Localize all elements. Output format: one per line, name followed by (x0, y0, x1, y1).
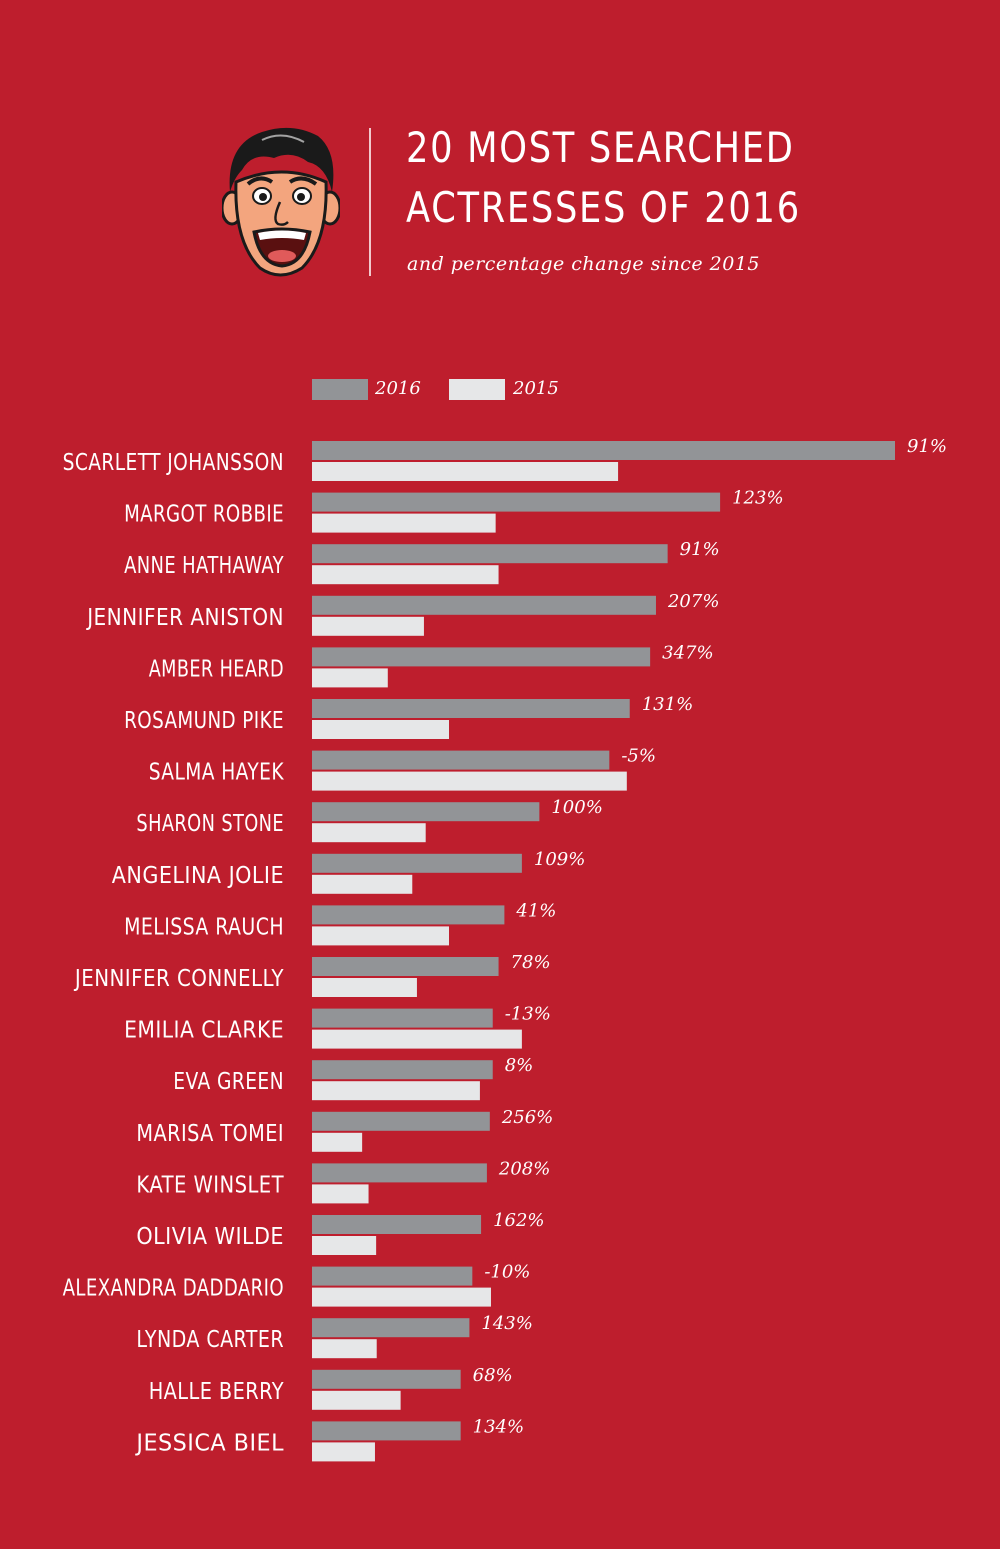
change-label: 91% (907, 436, 947, 457)
bar-2015 (312, 1390, 401, 1410)
bar-2015 (312, 823, 426, 843)
change-label: 68% (473, 1365, 513, 1386)
bar-2015 (312, 1236, 377, 1255)
category-label: ALEXANDRA DADDARIO (63, 1276, 284, 1302)
bar-2015 (312, 771, 627, 791)
bar-2015 (312, 926, 450, 946)
bar-2016 (312, 647, 651, 667)
bar-2016 (312, 492, 721, 512)
change-label: 109% (534, 849, 585, 870)
bar-2016 (312, 441, 895, 460)
category-label: EVA GREEN (173, 1069, 284, 1095)
change-label: 347% (662, 642, 713, 663)
bar-2016 (312, 1111, 490, 1131)
category-label: SALMA HAYEK (149, 760, 285, 786)
bar-2015 (312, 462, 619, 481)
bar-2016 (312, 802, 540, 822)
chart-subtitle: and percentage change since 2015 (407, 253, 761, 275)
change-label: 41% (515, 900, 556, 921)
legend-label-2016: 2016 (375, 378, 421, 399)
category-label: EMILIA CLARKE (124, 1018, 284, 1044)
title-line-1: 20 MOST SEARCHED (406, 123, 795, 172)
bar-2016 (312, 1215, 482, 1234)
change-label: 91% (680, 539, 720, 560)
bar-2016 (312, 1421, 461, 1441)
bar-2016 (312, 1266, 473, 1286)
change-label: 256% (501, 1107, 553, 1128)
category-label: AMBER HEARD (149, 656, 284, 682)
header-divider (369, 128, 371, 276)
bar-2015 (312, 1029, 522, 1049)
category-label: SCARLETT JOHANSSON (63, 450, 284, 476)
bar-2015 (312, 513, 496, 533)
change-label: 78% (511, 952, 551, 973)
category-label: ROSAMUND PIKE (124, 708, 284, 734)
change-label: 208% (498, 1158, 550, 1179)
change-label: -13% (505, 1004, 551, 1025)
bar-2016 (312, 1060, 493, 1080)
category-label: KATE WINSLET (136, 1172, 284, 1198)
bar-2015 (312, 1339, 377, 1359)
change-label: -5% (621, 746, 656, 767)
bar-2016 (312, 1369, 461, 1389)
bar-2016 (312, 595, 656, 615)
bar-2015 (312, 1081, 480, 1101)
category-label: SHARON STONE (136, 811, 284, 837)
category-label: MELISSA RAUCH (124, 914, 284, 940)
category-label: OLIVIA WILDE (136, 1224, 284, 1250)
chart-title: 20 MOST SEARCHED ACTRESSES OF 2016 (406, 118, 876, 238)
category-label: HALLE BERRY (149, 1379, 285, 1405)
bar-2015 (312, 978, 417, 997)
grinning-man-logo (222, 127, 340, 277)
change-label: 100% (551, 797, 602, 818)
legend-swatch-2015 (449, 379, 505, 400)
bar-2016 (312, 544, 668, 564)
category-label: ANNE HATHAWAY (124, 553, 284, 579)
category-label: JENNIFER ANISTON (85, 605, 284, 631)
category-label: MARGOT ROBBIE (124, 502, 284, 528)
bar-2016 (312, 1318, 470, 1338)
bar-2016 (312, 853, 522, 873)
bar-2015 (312, 668, 388, 688)
change-label: 134% (473, 1416, 524, 1437)
legend-label-2015: 2015 (513, 378, 559, 399)
change-label: 143% (481, 1313, 532, 1334)
bar-2016 (312, 1163, 487, 1183)
category-label: ANGELINA JOLIE (112, 863, 284, 889)
bar-2015 (312, 1132, 363, 1152)
bar-2015 (312, 1442, 375, 1462)
bar-2015 (312, 1184, 369, 1204)
bar-2015 (312, 874, 413, 894)
bar-2015 (312, 1287, 491, 1307)
change-label: 162% (493, 1210, 544, 1231)
change-label: 207% (667, 591, 719, 612)
title-line-2: ACTRESSES OF 2016 (406, 183, 801, 232)
bar-2015 (312, 565, 499, 585)
bar-2016 (312, 699, 630, 718)
bar-2016 (312, 905, 505, 925)
bar-2016 (312, 750, 610, 770)
change-label: 8% (505, 1055, 534, 1076)
category-label: JESSICA BIEL (134, 1430, 284, 1456)
category-label: JENNIFER CONNELLY (73, 966, 284, 992)
bar-2016 (312, 957, 499, 976)
bar-2015 (312, 720, 450, 739)
bar-2016 (312, 1008, 493, 1028)
change-label: 123% (732, 488, 783, 509)
change-label: -10% (484, 1262, 530, 1283)
legend-swatch-2016 (312, 379, 368, 400)
category-label: MARISA TOMEI (136, 1121, 284, 1147)
category-label: LYNDA CARTER (136, 1327, 284, 1353)
change-label: 131% (642, 694, 693, 715)
bar-2015 (312, 616, 424, 636)
